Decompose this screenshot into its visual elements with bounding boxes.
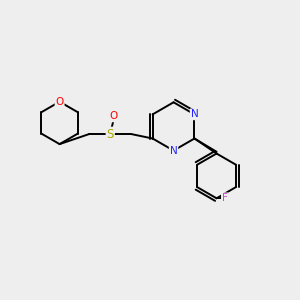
Text: N: N: [190, 110, 198, 119]
Text: O: O: [56, 97, 64, 107]
Text: N: N: [170, 146, 177, 156]
Text: O: O: [110, 111, 118, 122]
Text: S: S: [106, 128, 114, 141]
Text: F: F: [222, 193, 228, 203]
